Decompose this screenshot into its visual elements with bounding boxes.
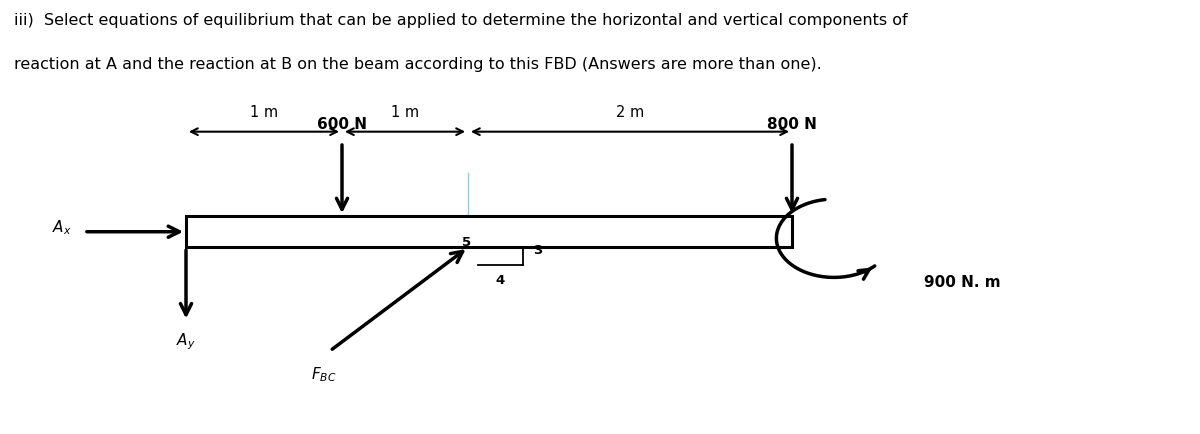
Text: $F_{BC}$: $F_{BC}$ <box>311 364 337 383</box>
Text: iii)  Select equations of equilibrium that can be applied to determine the horiz: iii) Select equations of equilibrium tha… <box>14 13 908 28</box>
Text: $A_x$: $A_x$ <box>53 218 72 236</box>
Text: 4: 4 <box>496 273 505 286</box>
Text: 800 N: 800 N <box>767 117 817 132</box>
Text: 1 m: 1 m <box>250 105 278 119</box>
Text: 600 N: 600 N <box>317 117 367 132</box>
Text: 1 m: 1 m <box>391 105 419 119</box>
Text: 2 m: 2 m <box>616 105 644 119</box>
Text: 900 N. m: 900 N. m <box>924 275 1001 289</box>
Bar <box>186 217 792 248</box>
Text: reaction at A and the reaction at B on the beam according to this FBD (Answers a: reaction at A and the reaction at B on t… <box>14 56 822 71</box>
Text: 5: 5 <box>462 235 472 248</box>
Text: 3: 3 <box>533 244 542 257</box>
Text: $A_y$: $A_y$ <box>176 330 196 351</box>
